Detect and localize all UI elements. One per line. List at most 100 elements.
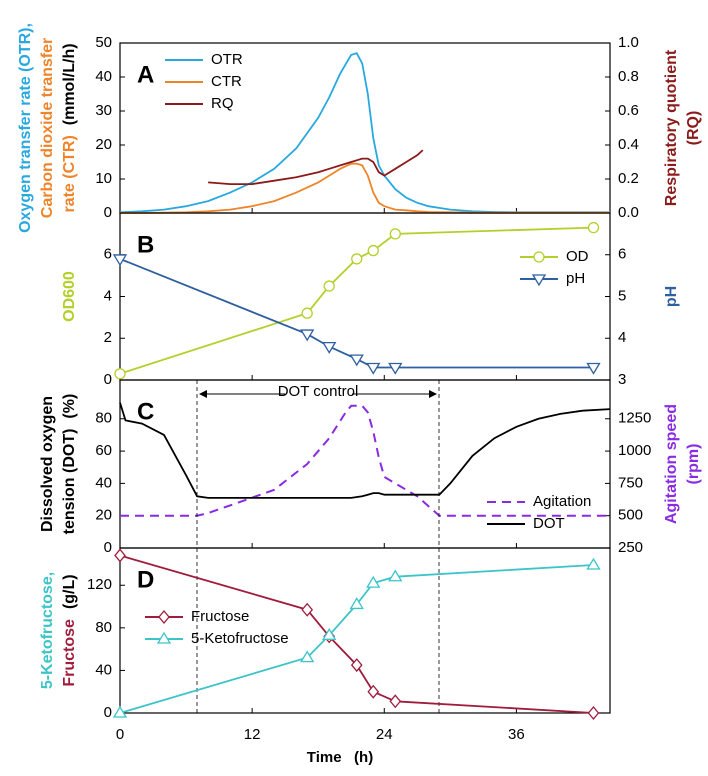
legend-label: Agitation <box>533 493 591 510</box>
y2-tick-label: 5 <box>618 287 626 304</box>
y-tick-label: 50 <box>95 34 112 51</box>
marker <box>586 557 601 570</box>
y2-axis-label-part: Agitation speed <box>663 404 680 524</box>
x-tick-label: 12 <box>244 726 261 743</box>
y2-axis-label-part: pH <box>663 286 680 307</box>
x-tick-label: 36 <box>508 726 525 743</box>
series-line <box>119 52 610 214</box>
y-axis-label: 5-Ketofructose, <box>39 572 56 689</box>
marker <box>587 705 600 721</box>
marker <box>388 569 403 582</box>
x-tick-label: 24 <box>376 726 393 743</box>
marker <box>322 628 337 640</box>
marker <box>351 253 363 265</box>
marker <box>367 684 380 699</box>
y-axis-label: Dissolved oxygen <box>39 396 56 532</box>
marker <box>366 362 381 375</box>
y-tick-label: 0 <box>104 371 112 388</box>
legend-label: DOT <box>533 515 565 532</box>
marker <box>367 244 379 257</box>
y-axis-label: Fructose (g/L) <box>61 574 78 686</box>
annotation: DOT control <box>278 383 359 400</box>
y-axis-label-part: rate (CTR) <box>61 135 78 212</box>
panel-letter: A <box>137 61 154 88</box>
marker <box>300 650 315 663</box>
marker <box>388 362 403 375</box>
y-tick-label: 10 <box>95 170 112 187</box>
y-tick-label: 0 <box>104 204 112 221</box>
x-tick-label: 0 <box>116 726 124 743</box>
series-line <box>119 226 594 375</box>
y2-tick-label: 500 <box>618 507 643 524</box>
marker <box>349 597 364 610</box>
plot-frame <box>119 547 611 714</box>
x-axis-label: Time (h) <box>307 749 373 766</box>
y2-axis-label: (RQ) <box>685 111 702 146</box>
marker <box>112 254 128 267</box>
marker <box>322 341 337 354</box>
y2-tick-label: 0.4 <box>618 136 639 153</box>
marker <box>389 228 401 240</box>
y-tick-label: 60 <box>95 442 112 459</box>
y-tick-label: 0 <box>104 704 112 721</box>
y-axis-label: tension (DOT) (%) <box>61 394 78 535</box>
marker <box>114 368 126 380</box>
y2-tick-label: 0.6 <box>618 102 639 119</box>
marker <box>156 631 172 644</box>
marker <box>158 609 170 625</box>
marker <box>366 575 381 588</box>
marker <box>323 280 335 292</box>
y2-tick-label: 3 <box>618 371 626 388</box>
y-axis-label: rate (CTR) (mmol/L/h) <box>61 43 78 212</box>
marker <box>112 705 128 718</box>
marker <box>586 362 601 375</box>
plot-frame <box>119 42 611 214</box>
y2-tick-label: 0.2 <box>618 170 639 187</box>
y-axis-label-part: (mmol/L/h) <box>61 43 78 125</box>
y2-axis-label: Agitation speed <box>663 404 680 524</box>
y2-tick-label: 0.8 <box>618 68 639 85</box>
y-tick-label: 30 <box>95 102 112 119</box>
panel-letter: D <box>137 566 154 593</box>
y-tick-label: 80 <box>95 619 112 636</box>
marker <box>350 658 363 673</box>
legend-label: pH <box>566 270 585 287</box>
series-line <box>120 404 610 517</box>
y-axis-label-part: Dissolved oxygen <box>39 396 56 532</box>
marker <box>114 548 126 563</box>
legend-label: 5-Ketofructose <box>191 630 289 647</box>
y2-axis-label: (rpm) <box>685 444 702 485</box>
y-axis-label-part: Fructose <box>61 619 78 687</box>
series-line <box>120 162 610 214</box>
y2-tick-label: 6 <box>618 246 626 263</box>
y-tick-label: 40 <box>95 68 112 85</box>
panel-letter: C <box>137 398 154 425</box>
y2-axis-label-part: (RQ) <box>685 111 702 146</box>
y2-axis-label: Respiratory quotient <box>663 49 680 206</box>
y-axis-label-part: OD600 <box>61 271 78 322</box>
y2-tick-label: 1.0 <box>618 34 639 51</box>
y-axis-label: OD600 <box>61 271 78 322</box>
marker <box>300 329 315 342</box>
y-tick-label: 120 <box>87 576 112 593</box>
series-line <box>208 149 424 185</box>
y-tick-label: 20 <box>95 136 112 153</box>
marker <box>301 602 314 617</box>
y-axis-label-part: 5-Ketofructose, <box>39 572 56 689</box>
y-axis-label: Carbon dioxide transfer <box>39 38 56 218</box>
legend-label: CTR <box>211 73 242 90</box>
y-tick-label: 2 <box>104 329 112 346</box>
plot-frame <box>119 212 611 381</box>
legend-label: Fructose <box>191 608 249 625</box>
legend-label: RQ <box>211 95 234 112</box>
y-axis-label-part: tension (DOT) <box>61 429 78 535</box>
y2-axis-label-part: Respiratory quotient <box>663 49 680 206</box>
marker <box>301 307 313 319</box>
y-tick-label: 20 <box>95 507 112 524</box>
y2-tick-label: 0.0 <box>618 204 639 221</box>
y2-axis-label-part: (rpm) <box>685 444 702 485</box>
marker <box>533 251 545 263</box>
y2-tick-label: 1000 <box>618 442 651 459</box>
marker <box>587 221 600 234</box>
legend-label: OTR <box>211 51 243 68</box>
